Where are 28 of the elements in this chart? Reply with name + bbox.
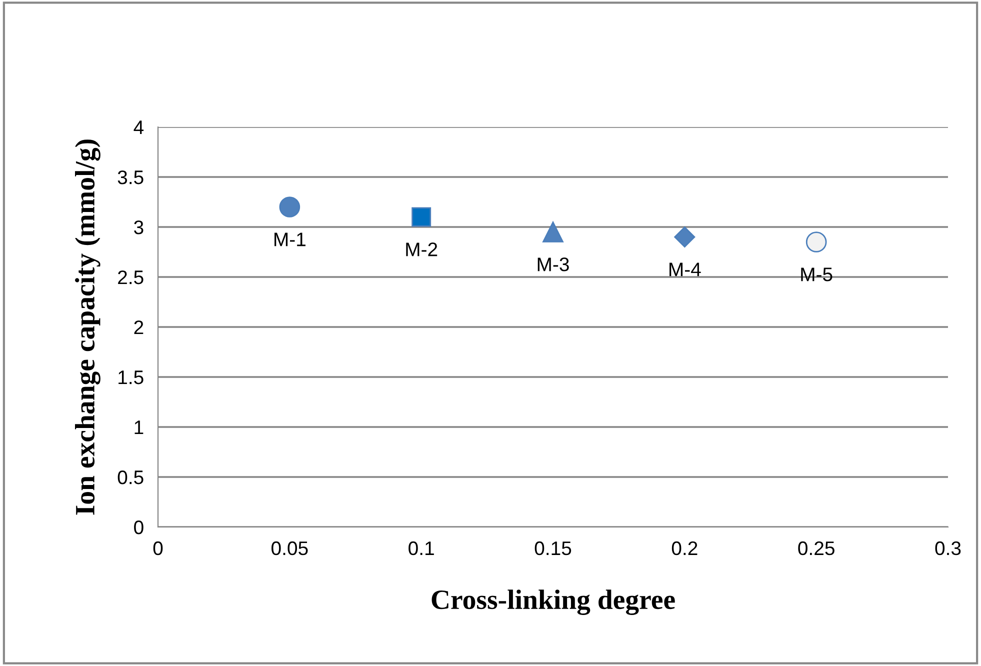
series-label: M-2 — [406, 242, 438, 256]
series-label: M-5 — [801, 268, 832, 282]
y-tick-label: 4 — [134, 120, 144, 134]
x-tick-label: 0.3 — [935, 541, 961, 556]
point — [806, 232, 827, 252]
y-tick-label: 3.5 — [118, 170, 144, 184]
x-axis-title: Cross-linking degree — [432, 590, 675, 615]
series-label: M-1 — [274, 232, 306, 246]
x-tick-label: 0 — [153, 541, 163, 556]
y-tick-label: 0.5 — [118, 470, 144, 484]
series-label: M-4 — [670, 262, 701, 276]
x-tick-label: 0.1 — [408, 541, 434, 556]
x-tick-label: 0.2 — [672, 541, 698, 556]
x-tick-label: 0.05 — [272, 541, 308, 556]
y-tick-label: 1 — [134, 420, 144, 434]
y-tick-label: 1.5 — [118, 370, 144, 384]
point — [279, 196, 300, 218]
point — [674, 226, 696, 248]
y-tick-label: 2 — [134, 320, 144, 334]
x-tick-label: 0.25 — [798, 541, 834, 556]
point — [542, 222, 564, 242]
series-label: M-3 — [538, 258, 569, 272]
y-tick-label: 3 — [134, 220, 144, 234]
x-tick-label: 0.15 — [534, 541, 572, 556]
y-tick-label: 0 — [134, 520, 144, 534]
y-tick-label: 2.5 — [118, 270, 144, 284]
point — [412, 207, 432, 227]
y-axis-title: Ion exchange capacity (mmol/g) — [75, 140, 100, 515]
